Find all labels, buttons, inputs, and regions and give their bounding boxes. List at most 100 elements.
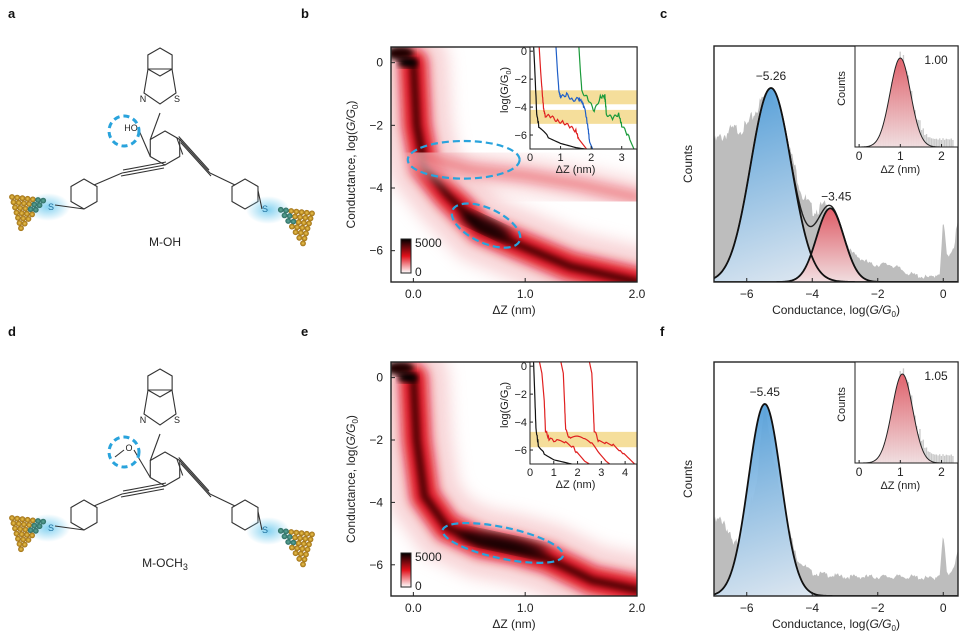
inset-histogram-bar [945,138,947,147]
x-label-sub: 0 [891,624,896,633]
molecule-name-subscript: 3 [183,562,188,572]
inset-x-tick-label: 3 [598,467,604,479]
x-tick-label: −4 [805,601,819,615]
alkyne-right [178,136,210,171]
panel-label-c: c [660,6,667,21]
gold-atom [21,220,28,227]
inset-histogram-bar [925,134,928,147]
x-tick-label: 1.0 [517,601,534,615]
y-axis-label: Conductance, log(G/G0) [344,101,360,229]
gold-atom [9,194,15,200]
gaussian-fit-red-fill [714,208,958,282]
y-axis-label: Conductance, log(G/G0) [344,415,360,543]
trace-red [538,47,588,149]
x-tick-label: −6 [740,287,754,301]
gold-atom [301,556,308,563]
inset-histogram-bar [947,139,949,147]
central-benzene-ring [149,451,181,487]
molecule-diagram-m-oh: N S S S HO M-OH [9,47,315,249]
x-axis-label: Conductance, log(G/G0) [772,617,900,633]
inset-x-tick-label: 0 [527,467,533,479]
colorbar-max-label: 5000 [415,236,442,250]
trace-red-3 [588,362,636,464]
gold-atom [297,535,303,542]
inset-frame [529,361,638,465]
gold-atom [301,235,308,242]
colorbar-max-label: 5000 [415,550,442,564]
gold-atom [18,210,25,217]
x-tick-label: −6 [740,601,754,615]
inset-background [530,362,637,464]
gold-atom [303,551,309,558]
inset-histogram-bar [940,139,943,147]
alkyne-left [120,488,165,498]
y-tick-label: −6 [369,244,383,258]
thiazole-ring [143,389,177,426]
alkyne-right [179,139,211,174]
gold-atom [18,531,25,538]
inset-y-tick-label: −6 [514,445,527,457]
inset-histogram-bar [924,135,926,147]
panel-label-d: d [8,324,16,339]
gold-atom [302,535,309,542]
inset-histogram-bar [937,455,939,463]
inset-plot-area [530,47,637,149]
methyl-bond [114,449,125,458]
gold-atom [297,550,304,557]
gold-atom [286,213,293,219]
atom-s-left: S [48,523,54,533]
colorbar-min-label: 0 [415,579,422,593]
gold-atom [292,550,299,557]
bond [257,511,263,531]
inset-frame [529,46,638,150]
highlight-ellipse [450,202,522,249]
benzothiazole-benzene-ring [147,47,173,77]
trace-red-1 [538,362,590,464]
inset-histogram-bar [947,455,949,463]
inset-histogram-bar [937,139,939,147]
inset-y-label-prefix: log( [499,409,511,428]
gold-atom [18,546,24,553]
colorbar [400,552,412,588]
x-axis-label: ΔZ (nm) [492,617,535,631]
inset-histogram-bar [922,128,924,147]
inset-x-tick-label: 4 [622,467,628,479]
gold-atom [16,541,23,547]
gold-atom [36,202,43,209]
inset-histogram-bar [934,138,936,147]
bond [149,112,161,140]
bond [93,493,123,507]
inset-x-tick-label: 0 [527,152,533,164]
gold-atom [277,527,284,534]
inset-y-label-sub: 0 [506,386,513,390]
bond [133,449,151,478]
gold-atom [283,207,289,214]
gold-atom [13,530,20,537]
histogram-area [714,87,958,282]
y-tick-label: −6 [369,558,383,572]
thiazole-ring [143,68,177,105]
gold-atom [25,537,32,543]
gold-atom [26,201,32,207]
atom-n: N [140,94,147,104]
gold-atom [300,540,307,547]
colorbar-min-label: 0 [415,265,422,279]
inset-histogram-bar [945,454,947,463]
inset-peak-label: 1.05 [924,369,948,383]
inset-x-tick-label: 2 [588,152,594,164]
inset-x-tick-label: 2 [938,465,945,479]
inset-y-tick-label: −2 [514,74,527,86]
gold-atom [19,516,26,523]
inset-y-label-ratio: G/G [499,75,511,95]
gold-atom [293,208,300,215]
gold-atom [290,539,297,546]
gold-atom [24,210,30,217]
binding-glow-right [246,517,290,545]
alkyne-right [180,463,212,498]
inset-y-axis-label: log(G/G0) [499,67,513,113]
bond [209,172,236,186]
gold-atom [295,219,302,226]
gold-atom [303,209,310,216]
atom-s-right: S [262,204,268,214]
gold-atom [13,209,20,216]
